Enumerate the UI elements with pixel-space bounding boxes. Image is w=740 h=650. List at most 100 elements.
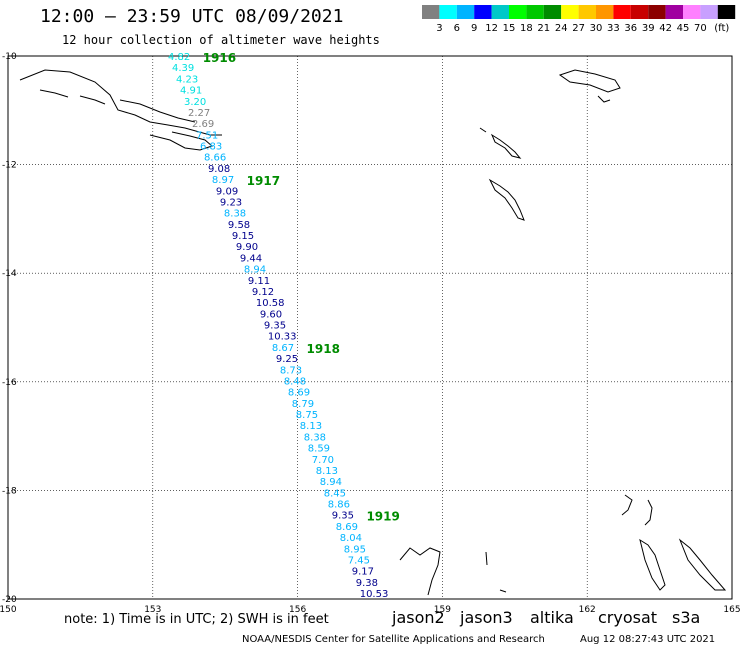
- map-axis-labels: 150 153 156 159 162 165 -10 -12 -14 -16 -18 -20: [0, 52, 740, 615]
- swh-value: 8.75: [296, 410, 318, 421]
- legend-label: 3: [436, 23, 442, 34]
- coastline-vanuatu-c: [639, 538, 666, 591]
- swh-value: 8.45: [324, 488, 346, 499]
- swh-value: 9.58: [228, 220, 250, 231]
- legend-swatch: [474, 5, 492, 19]
- coastline-solomon-c: [479, 127, 522, 159]
- legend-swatch: [456, 5, 475, 19]
- swh-value: 9.25: [276, 354, 298, 365]
- swh-value: 8.79: [292, 399, 314, 410]
- lat-label: -14: [2, 269, 17, 279]
- color-legend: [422, 5, 736, 19]
- footer-timestamp: Aug 12 08:27:43 UTC 2021: [580, 634, 716, 645]
- legend-swatch: [630, 5, 649, 19]
- sat-label-cryosat: cryosat: [598, 608, 658, 627]
- legend-label: 33: [607, 23, 620, 34]
- sat-label-s3a: s3a: [672, 608, 701, 627]
- legend-swatch: [491, 5, 509, 19]
- lon-label: 150: [0, 605, 17, 615]
- swh-value: 8.59: [308, 444, 330, 455]
- swh-value: 8.48: [284, 376, 306, 387]
- swh-value: 9.08: [208, 164, 230, 175]
- page-subtitle: 12 hour collection of altimeter wave hei…: [62, 33, 380, 47]
- swh-value: 9.12: [252, 287, 274, 298]
- swh-value: 7.51: [196, 130, 218, 141]
- legend-swatch: [509, 5, 527, 19]
- coastlines: [19, 69, 727, 596]
- swh-value: 10.33: [268, 332, 297, 343]
- swh-value: 4.39: [172, 63, 194, 74]
- coastline-vanuatu-d: [678, 538, 727, 591]
- swh-value: 8.04: [340, 533, 362, 544]
- swh-value: 8.69: [336, 522, 358, 533]
- legend-swatch: [596, 5, 614, 19]
- legend-label: 70: [694, 23, 707, 34]
- swh-value: 8.97: [212, 175, 234, 186]
- lon-label: 153: [144, 605, 161, 615]
- swh-value: 8.38: [304, 432, 326, 443]
- legend-label: 15: [503, 23, 516, 34]
- legend-label: 42: [659, 23, 672, 34]
- swh-value: 9.35: [332, 511, 354, 522]
- swh-value: 10.53: [360, 589, 389, 600]
- legend-swatch: [543, 5, 562, 19]
- hour-label: 1916: [203, 51, 236, 65]
- legend-label: 18: [520, 23, 533, 34]
- page-title: 12:00 – 23:59 UTC 08/09/2021: [40, 6, 344, 27]
- lat-label: -18: [2, 486, 17, 496]
- legend-label: 12: [485, 23, 498, 34]
- legend-swatch: [648, 5, 666, 19]
- swh-value: 3.20: [184, 97, 206, 108]
- swh-value: 9.11: [248, 276, 270, 287]
- swh-value: 8.94: [320, 477, 342, 488]
- legend-label: 9: [471, 23, 477, 34]
- legend-swatch: [439, 5, 457, 19]
- coastline-coral-b: [485, 551, 488, 566]
- swh-value: 4.23: [176, 74, 198, 85]
- legend-swatch: [717, 5, 736, 19]
- legend-swatch: [700, 5, 718, 19]
- swh-value: 7.70: [312, 455, 334, 466]
- legend-label: 6: [454, 23, 460, 34]
- lon-label: 165: [723, 605, 740, 615]
- hour-label: 1917: [247, 174, 280, 188]
- lat-label: -10: [2, 52, 17, 62]
- footer-note: note: 1) Time is in UTC; 2) SWH is in fe…: [64, 612, 329, 627]
- swh-value: 9.90: [236, 242, 258, 253]
- lat-label: -16: [2, 378, 17, 388]
- swh-value: 8.13: [300, 421, 322, 432]
- lon-label: 156: [289, 605, 306, 615]
- swh-value: 8.94: [244, 265, 266, 276]
- swh-value: 9.17: [352, 567, 374, 578]
- satellite-track: 4.824.394.234.913.202.272.697.516.838.66…: [168, 51, 400, 600]
- swh-value: 9.38: [356, 578, 378, 589]
- swh-value: 6.83: [200, 142, 222, 153]
- legend-label: 36: [624, 23, 637, 34]
- footer-credit: NOAA/NESDIS Center for Satellite Applica…: [242, 634, 545, 645]
- coastline-solomon-a: [558, 69, 621, 93]
- legend-swatch: [561, 5, 579, 19]
- lon-label: 159: [434, 605, 451, 615]
- swh-value: 2.69: [192, 119, 214, 130]
- swh-value: 4.91: [180, 86, 202, 97]
- legend-swatch: [578, 5, 596, 19]
- legend-swatch: [683, 5, 701, 19]
- swh-value: 2.27: [188, 108, 210, 119]
- swh-value: 9.15: [232, 231, 254, 242]
- color-legend-labels: 3 6 9 12 15 18 21 24 27 30 33 36 39 42 45 70 (ft): [436, 23, 729, 34]
- coastline-solomon-b: [597, 95, 611, 103]
- swh-value: 9.44: [240, 253, 262, 264]
- swh-value: 10.58: [256, 298, 285, 309]
- swh-value: 8.38: [224, 209, 246, 220]
- legend-swatch: [665, 5, 683, 19]
- coastline-papuan-tail: [149, 131, 213, 151]
- swh-value: 8.66: [204, 153, 226, 164]
- coastline-coral-a: [399, 547, 441, 596]
- coastline-vanuatu-b: [644, 499, 653, 526]
- swh-value: 9.35: [264, 321, 286, 332]
- coastline-vanuatu-a: [621, 494, 633, 516]
- legend-label: 39: [642, 23, 655, 34]
- legend-swatch: [422, 5, 440, 19]
- hour-label: 1918: [307, 342, 340, 356]
